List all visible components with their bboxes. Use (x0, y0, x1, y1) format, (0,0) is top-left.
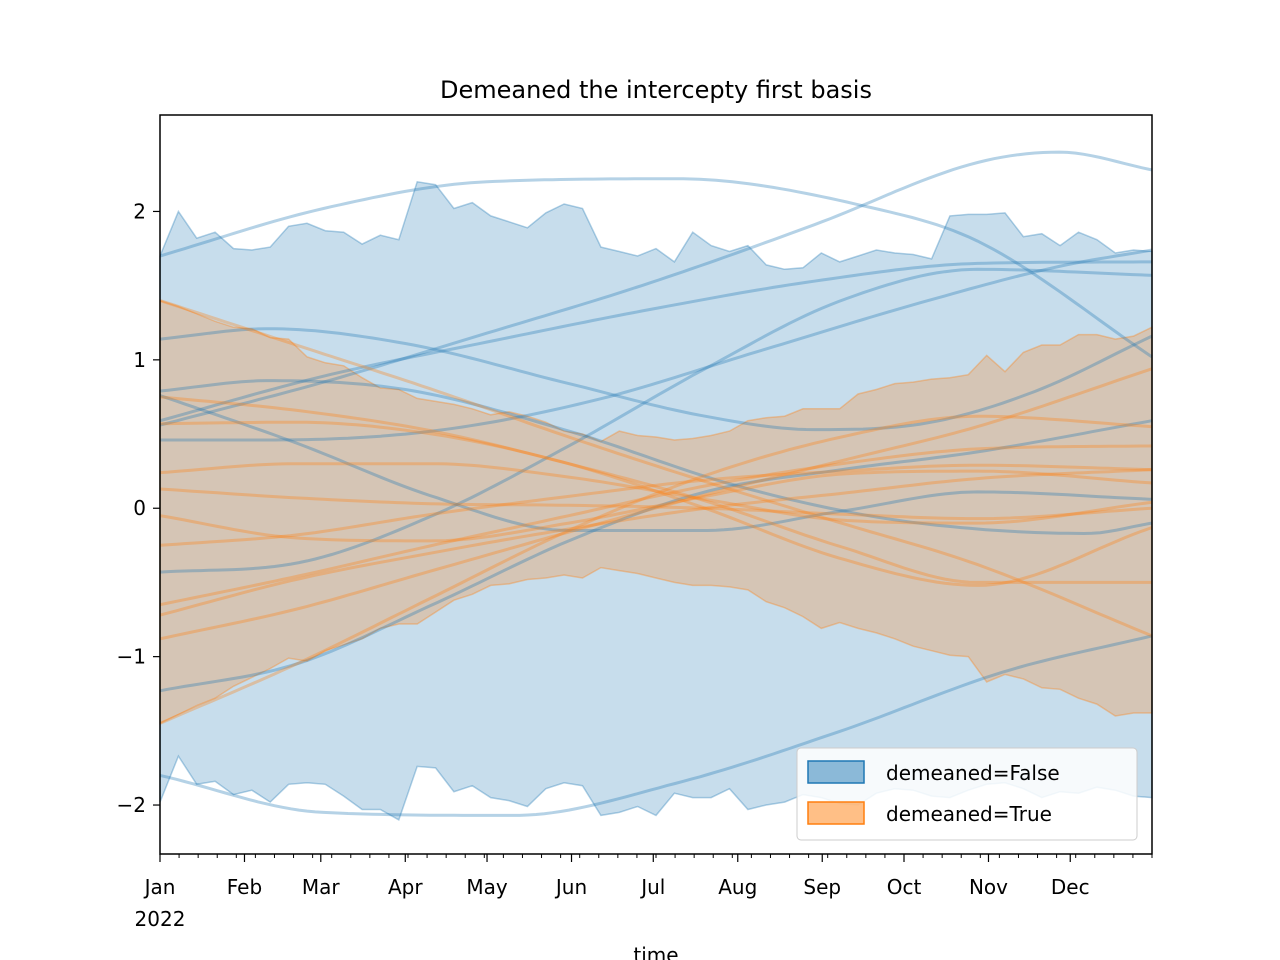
legend-label-false: demeaned=False (886, 761, 1060, 785)
y-tick-label: 1 (133, 348, 146, 372)
curve-demeaned-false-5 (159, 394, 1153, 532)
x-tick-label: Jun (554, 875, 587, 899)
x-axis-label: time (633, 943, 678, 960)
curve-demeaned-true-8 (159, 463, 1153, 547)
x-tick-label: Sep (803, 875, 841, 899)
curve-demeaned-true-6 (159, 462, 1153, 525)
curve-demeaned-true-5 (159, 469, 1153, 543)
curve-demeaned-false-4 (159, 379, 1153, 536)
curve-demeaned-false-7 (159, 267, 1153, 574)
curve-demeaned-true-2 (159, 395, 1152, 584)
x-tick-label: Dec (1051, 875, 1090, 899)
curve-demeaned-false-3 (159, 327, 1153, 432)
legend-swatch-true (807, 801, 865, 825)
legend-box (796, 747, 1138, 841)
x-tick-label: May (466, 875, 508, 899)
y-tick-label: 0 (133, 496, 146, 520)
y-axis: −2 −1 0 1 2 (117, 199, 160, 817)
y-tick-label: 2 (133, 199, 146, 223)
x-tick-label: Mar (302, 875, 341, 899)
x-tick-label: Apr (388, 875, 423, 899)
y-tick-label: −2 (117, 793, 146, 817)
confidence-bands (159, 180, 1153, 821)
x-tick-label: Nov (969, 875, 1008, 899)
sample-curves (159, 150, 1153, 817)
curve-demeaned-false-0 (159, 177, 1153, 359)
x-tick-label: Jul (639, 875, 665, 899)
legend-label-true: demeaned=True (886, 802, 1052, 826)
curve-demeaned-false-6 (160, 248, 1153, 442)
x-axis: Jan 2022 Feb Mar Apr May Jun Jul Aug Sep Oct Nov Dec (135, 854, 1153, 931)
curve-demeaned-false-2 (159, 150, 1153, 427)
x-tick-label: Aug (718, 875, 757, 899)
y-tick-label: −1 (117, 645, 146, 669)
curve-demeaned-true-7 (159, 420, 1153, 587)
curve-demeaned-true-9 (159, 444, 1153, 607)
x-tick-label: Feb (227, 875, 262, 899)
curve-demeaned-false-1 (159, 634, 1153, 817)
curve-demeaned-true-10 (159, 468, 1153, 617)
x-tick-label: Oct (887, 875, 922, 899)
legend[interactable]: demeaned=False demeaned=True (796, 747, 1138, 841)
legend-swatch-false (807, 760, 865, 784)
curve-demeaned-true-4 (159, 487, 1153, 521)
curve-demeaned-false-8 (159, 419, 1153, 693)
curve-demeaned-true-3 (159, 367, 1153, 641)
curve-demeaned-true-0 (159, 299, 1153, 638)
chart-title: Demeaned the intercepty first basis (440, 76, 872, 104)
curve-demeaned-false-9 (159, 260, 1152, 423)
x-tick-sublabel: 2022 (135, 907, 186, 931)
x-tick-label: Jan (143, 875, 176, 899)
curve-demeaned-true-1 (159, 414, 1153, 725)
